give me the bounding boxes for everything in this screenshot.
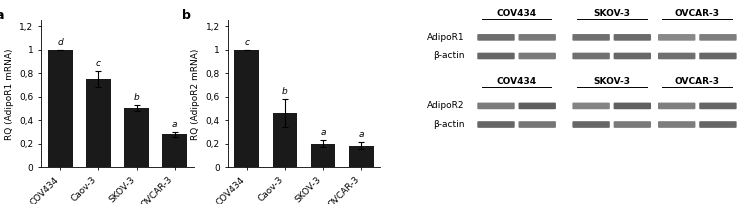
FancyBboxPatch shape [572, 103, 609, 109]
Y-axis label: RQ (AdipoR2 mRNA): RQ (AdipoR2 mRNA) [191, 48, 200, 140]
Bar [348, 145, 374, 167]
Text: SKOV-3: SKOV-3 [593, 9, 630, 18]
Text: a: a [0, 9, 4, 22]
FancyBboxPatch shape [477, 103, 515, 109]
Text: COV434: COV434 [497, 77, 536, 86]
Text: b: b [182, 9, 190, 22]
FancyBboxPatch shape [477, 121, 515, 128]
FancyBboxPatch shape [518, 121, 556, 128]
Text: b: b [282, 87, 288, 96]
Y-axis label: RQ (AdipoR1 mRNA): RQ (AdipoR1 mRNA) [4, 48, 13, 140]
FancyBboxPatch shape [699, 34, 736, 41]
Text: c: c [96, 59, 101, 68]
Text: β-actin: β-actin [433, 51, 464, 60]
Bar [86, 79, 111, 167]
Text: OVCAR-3: OVCAR-3 [675, 77, 720, 86]
Text: a: a [172, 120, 178, 129]
FancyBboxPatch shape [658, 121, 695, 128]
FancyBboxPatch shape [658, 103, 695, 109]
FancyBboxPatch shape [572, 121, 609, 128]
Bar [162, 134, 187, 167]
Text: AdipoR2: AdipoR2 [427, 101, 464, 110]
Bar [124, 108, 149, 167]
FancyBboxPatch shape [614, 121, 651, 128]
Bar [48, 50, 73, 167]
Text: COV434: COV434 [497, 9, 536, 18]
Text: b: b [134, 93, 140, 102]
FancyBboxPatch shape [699, 121, 736, 128]
Bar [272, 113, 298, 167]
FancyBboxPatch shape [614, 103, 651, 109]
Text: SKOV-3: SKOV-3 [593, 77, 630, 86]
Text: β-actin: β-actin [433, 120, 464, 129]
Text: OVCAR-3: OVCAR-3 [675, 9, 720, 18]
Text: d: d [57, 38, 63, 47]
FancyBboxPatch shape [477, 53, 515, 59]
Text: a: a [320, 128, 326, 137]
Bar [234, 50, 260, 167]
FancyBboxPatch shape [658, 53, 695, 59]
FancyBboxPatch shape [518, 34, 556, 41]
FancyBboxPatch shape [614, 34, 651, 41]
FancyBboxPatch shape [614, 53, 651, 59]
FancyBboxPatch shape [699, 53, 736, 59]
FancyBboxPatch shape [477, 34, 515, 41]
FancyBboxPatch shape [658, 34, 695, 41]
Text: c: c [245, 38, 249, 47]
Text: a: a [358, 130, 364, 139]
Bar [310, 144, 336, 167]
FancyBboxPatch shape [572, 34, 609, 41]
FancyBboxPatch shape [572, 53, 609, 59]
FancyBboxPatch shape [518, 103, 556, 109]
FancyBboxPatch shape [699, 103, 736, 109]
Text: AdipoR1: AdipoR1 [427, 33, 464, 42]
FancyBboxPatch shape [518, 53, 556, 59]
